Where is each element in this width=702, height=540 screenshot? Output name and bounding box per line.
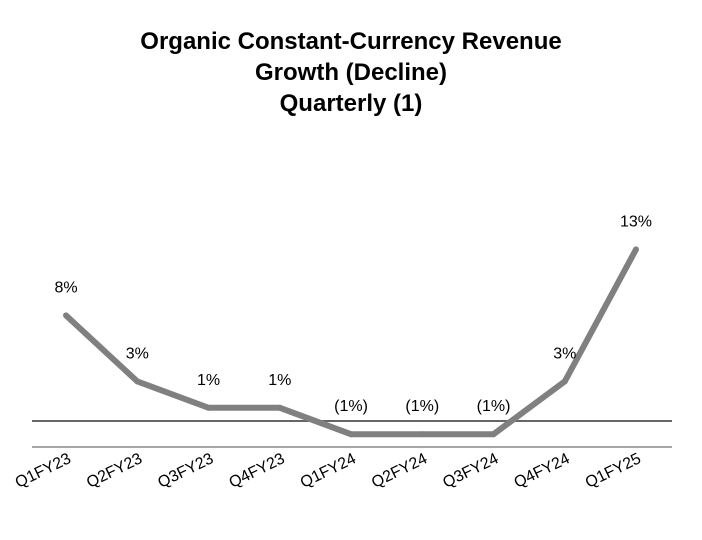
data-point-q4fy23	[276, 404, 283, 411]
data-label-q2fy23: 3%	[126, 345, 149, 362]
data-label-q3fy23: 1%	[197, 372, 220, 389]
data-point-q1fy25	[633, 246, 639, 253]
data-point-q2fy23	[134, 378, 141, 385]
x-tick-label-q3fy23: Q3FY23	[155, 450, 216, 491]
x-tick-label-q2fy23: Q2FY23	[84, 450, 145, 491]
x-tick-label-q4fy24: Q4FY24	[511, 450, 572, 491]
data-point-q1fy23	[63, 312, 69, 319]
chart-title-line-1: Organic Constant-Currency Revenue	[140, 28, 562, 55]
chart-title: Organic Constant-Currency Revenue Growth…	[0, 26, 702, 119]
x-tick-label-q1fy23: Q1FY23	[13, 450, 74, 491]
data-label-q4fy23: 1%	[268, 372, 291, 389]
data-label-q3fy24: (1%)	[477, 398, 511, 415]
x-tick-label-q4fy23: Q4FY23	[226, 450, 287, 491]
data-point-q1fy24	[348, 431, 354, 438]
x-tick-label-q1fy25: Q1FY25	[583, 450, 644, 491]
series-group	[63, 246, 639, 438]
x-tick-label-q3fy24: Q3FY24	[440, 450, 501, 491]
chart-title-line-2: Growth (Decline)	[254, 59, 447, 86]
x-tick-label-group: Q1FY23 Q2FY23 Q3FY23 Q4FY23 Q1FY24 Q2FY24 Q3FY…	[13, 450, 644, 491]
data-point-q3fy24	[490, 431, 497, 438]
chart-title-line-3: Quarterly (1)	[279, 90, 423, 117]
data-point-q4fy24	[561, 378, 568, 385]
data-label-q1fy24: (1%)	[334, 398, 368, 415]
data-point-q2fy24	[419, 431, 426, 438]
data-label-group: 8% 3% 1% 1% (1%) (1%) (1%) 3% 13%	[54, 213, 652, 415]
data-point-q3fy23	[205, 404, 212, 411]
data-label-q2fy24: (1%)	[405, 398, 439, 415]
x-tick-label-q1fy24: Q1FY24	[298, 450, 359, 491]
data-label-q1fy23: 8%	[54, 279, 77, 296]
data-label-q4fy24: 3%	[553, 345, 576, 362]
data-label-q1fy25: 13%	[620, 213, 652, 230]
x-tick-label-q2fy24: Q2FY24	[369, 450, 430, 491]
